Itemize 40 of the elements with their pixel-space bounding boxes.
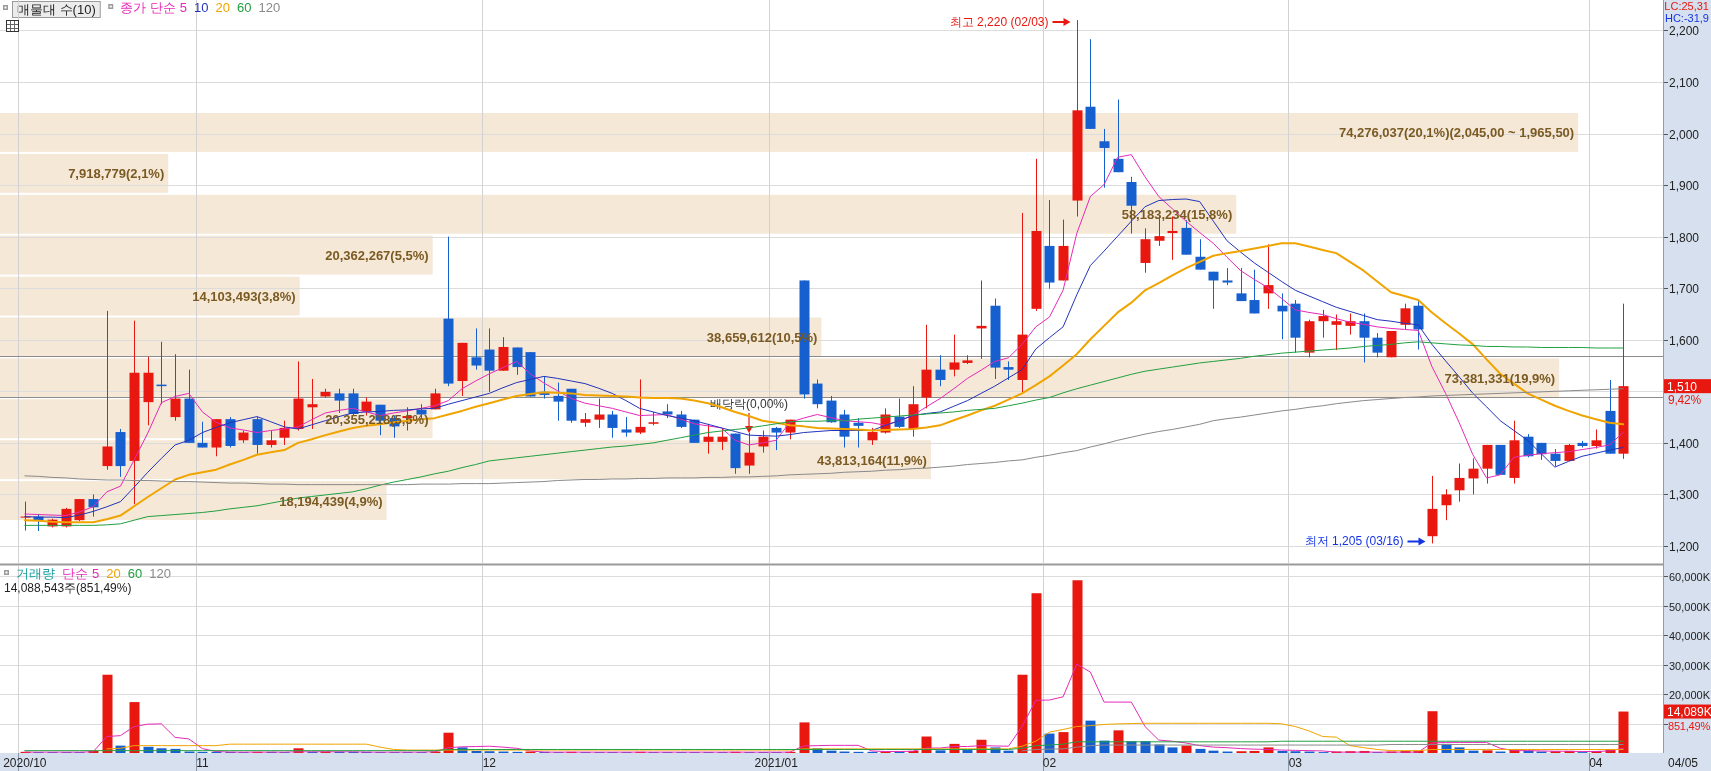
y-tick-label: 2,200 [1669, 23, 1700, 38]
y-tick-label: 2,000 [1669, 127, 1700, 142]
text: 04/05 [1667, 756, 1699, 770]
y-tick-label: 1,800 [1669, 230, 1700, 245]
data-label: 7,918,779(2,1%) [68, 166, 165, 182]
text: 9,42% [1668, 393, 1702, 408]
text: LC:25,31 [1664, 0, 1709, 12]
annotation: 최고 2,220 (02/03) [949, 15, 1049, 30]
x-tick-label: 2021/01 [754, 756, 799, 770]
y-tick-label: 40,000K [1669, 629, 1711, 642]
y-tick-label: 1,300 [1669, 487, 1700, 502]
x-tick-label: 12 [482, 756, 497, 770]
x-tick-label: 02 [1042, 756, 1057, 770]
annotation: 최저 1,205 (03/16) [1304, 534, 1404, 549]
y-tick-label: 30,000K [1669, 659, 1711, 672]
text: HC:-31,9 [1664, 12, 1709, 24]
x-tick-label: 11 [196, 756, 209, 770]
y-tick-label: 1,400 [1669, 436, 1700, 451]
x-tick-label: 03 [1288, 756, 1303, 770]
y-tick-label: 1,600 [1669, 333, 1700, 348]
data-label: 18,194,439(4,9%) [279, 493, 383, 509]
y-tick-label: 2,100 [1669, 75, 1700, 90]
y-tick-label: 20,000K [1669, 688, 1711, 701]
x-tick-label: 04 [1589, 756, 1603, 770]
y-tick-label: 1,700 [1669, 281, 1700, 296]
text: 851,49% [1668, 719, 1711, 732]
value-tag: 1,510 [1664, 379, 1711, 394]
x-tick-label: 2020/10 [3, 756, 47, 770]
data-label: 14,103,493(3,8%) [192, 289, 296, 305]
data-label: 20,362,267(5,5%) [325, 248, 429, 264]
annotation: 14,088,543주(851,49%) [4, 581, 132, 595]
y-tick-label: 1,200 [1669, 539, 1700, 554]
y-tick-label: 60,000K [1669, 570, 1711, 583]
legend: 거래량 단순 5 20 60 120 [16, 566, 171, 581]
data-label: 43,813,164(11,9%) [817, 452, 927, 468]
legend: 종가 단순 5 10 20 60 120 [120, 0, 281, 15]
y-tick-label: 1,900 [1669, 178, 1700, 193]
annotation: 배당락(0,00%) [709, 397, 789, 411]
data-label: 74,276,037(20,1%)(2,045,00 ~ 1,965,50) [1338, 125, 1575, 141]
y-tick-label: 50,000K [1669, 600, 1711, 613]
